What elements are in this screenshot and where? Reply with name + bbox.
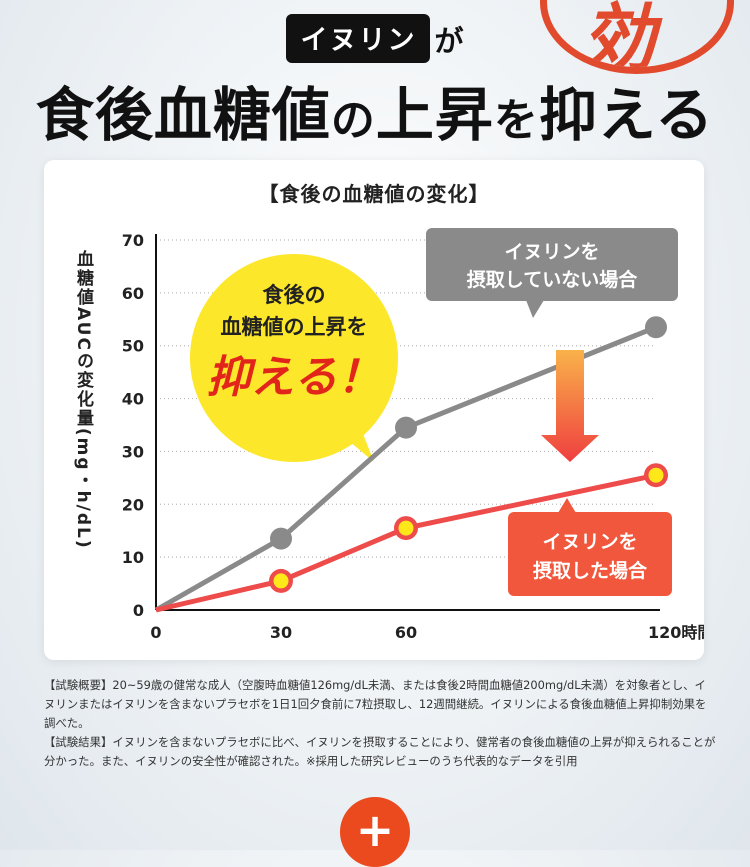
callout-taken-line2: 摂取した場合 [533, 559, 648, 582]
callout-not-taken-tail [526, 300, 544, 318]
x-tick-label: 60 [395, 623, 417, 642]
series-point-1 [398, 520, 414, 536]
callout-taken-tail [558, 498, 576, 513]
series-point-1 [648, 467, 664, 483]
series-point-1 [273, 573, 289, 589]
series-point-0 [645, 316, 667, 339]
series-point-0 [395, 416, 417, 439]
callout-taken [508, 512, 672, 596]
headline-part-d: を [493, 95, 539, 146]
decrease-arrow [541, 350, 599, 462]
tag-suffix: が [434, 23, 464, 58]
header-tag-row: イヌリンが [0, 14, 750, 63]
headline-part-a: 食後血糖値 [35, 81, 331, 149]
study-description: 【試験概要】20~59歳の健常な成人（空腹時血糖値126mg/dL未満、または食… [44, 676, 716, 771]
inulin-tag: イヌリン [286, 14, 431, 63]
headline-part-c: 上昇 [375, 81, 494, 149]
y-tick-label: 30 [122, 442, 144, 461]
series-line-0 [154, 324, 657, 613]
x-tick-label: 0 [150, 623, 161, 642]
speech-bubble [190, 254, 398, 462]
headline-part-e: 抑える [538, 81, 715, 149]
line-chart: 0 10 20 30 40 50 60 70 0 30 60 120時間(分) 食後の血糖値の上昇を抑え… [122, 228, 704, 642]
callout-taken-line1: イヌリンを [542, 531, 637, 553]
y-tick-label: 60 [122, 284, 144, 303]
callout-not-taken-line2: 摂取していない場合 [467, 268, 638, 291]
callout-not-taken-line1: イヌリンを [504, 241, 599, 263]
y-tick-label: 40 [122, 390, 144, 409]
chart-title: 【食後の血糖値の変化】 [258, 182, 490, 206]
chart-card: 【食後の血糖値の変化】 血糖値AUCの変化量(mg・h/dL) 0 10 20 30 4… [44, 160, 704, 660]
y-tick-label: 0 [133, 601, 144, 620]
series-line-1 [155, 472, 657, 613]
study-overview: 【試験概要】20~59歳の健常な成人（空腹時血糖値126mg/dL未満、または食… [44, 678, 707, 730]
bubble-text-line2: 血糖値の上昇を [221, 315, 368, 339]
y-tick-label: 50 [122, 337, 144, 356]
plus-icon: + [340, 797, 410, 867]
bubble-text-line1: 食後の [263, 283, 326, 307]
bubble-text-line3: 抑える！ [207, 352, 382, 403]
y-tick-label: 10 [122, 548, 144, 567]
page-headline: 食後血糖値の上昇を抑える [0, 68, 750, 152]
study-result: 【試験結果】イヌリンを含まないプラセボに比べ、イヌリンを摂取することにより、健常… [44, 735, 716, 768]
y-axis-label: 血糖値AUCの変化量(mg・h/dL) [73, 250, 93, 550]
y-tick-label: 70 [122, 231, 144, 250]
y-tick-label: 20 [122, 495, 144, 514]
x-tick-label: 120時間(分) [648, 623, 704, 642]
x-tick-label: 30 [270, 623, 292, 642]
headline-part-b: の [330, 95, 376, 146]
series-point-0 [270, 527, 292, 550]
callout-not-taken [426, 228, 678, 301]
